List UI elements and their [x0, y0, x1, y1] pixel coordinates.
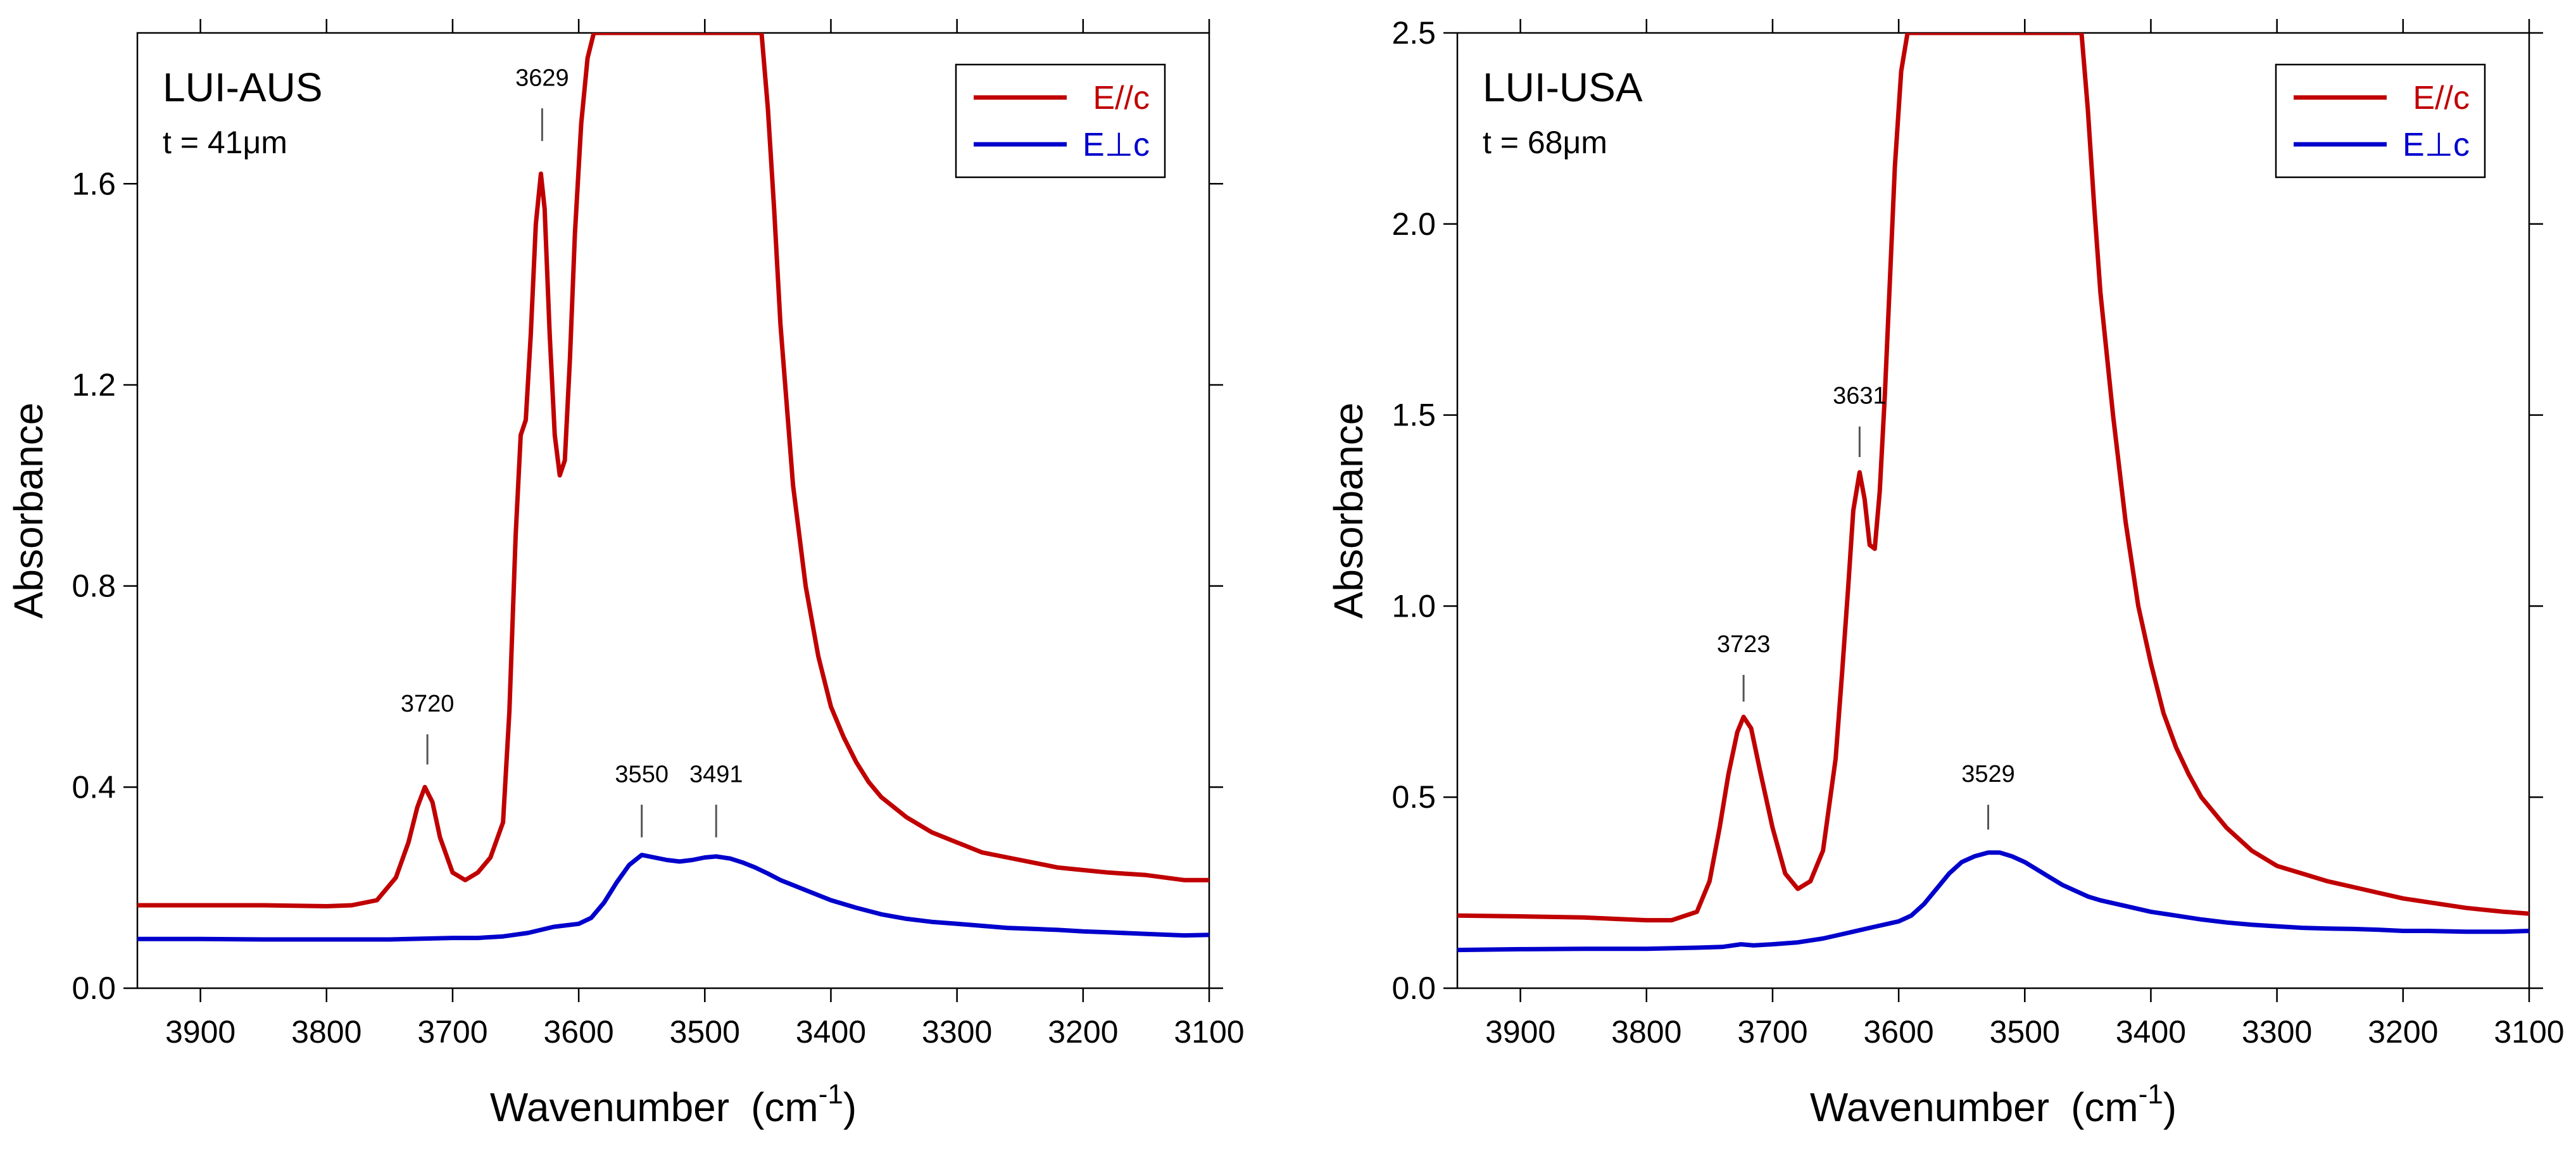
x-tick-label: 3800 [1611, 1014, 1681, 1050]
x-tick-label: 3600 [1864, 1014, 1934, 1050]
x-tick-label: 3900 [1485, 1014, 1555, 1050]
y-tick-label: 2.5 [1392, 15, 1436, 51]
series-line-parallel [1457, 33, 2529, 923]
peak-label: 3723 [1717, 631, 1771, 658]
series-line-parallel [137, 33, 1209, 908]
x-tick-label: 3100 [1174, 1014, 1244, 1050]
y-tick-label: 1.6 [72, 166, 116, 201]
y-axis-label: Absorbance [6, 403, 51, 619]
legend-box [2275, 63, 2486, 179]
x-tick-label: 3300 [922, 1014, 992, 1050]
y-tick-label: 1.0 [1392, 588, 1436, 624]
x-tick-label: 3700 [417, 1014, 487, 1050]
y-tick-label: 1.5 [1392, 398, 1436, 433]
x-tick-label: 3700 [1737, 1014, 1807, 1050]
sample-label: LUI-AUS [163, 65, 323, 110]
y-tick-label: 0.4 [72, 769, 116, 805]
peak-label: 3550 [615, 761, 669, 788]
y-axis-label: Absorbance [1326, 403, 1371, 619]
y-tick-label: 2.0 [1392, 206, 1436, 242]
thickness-label: t = 68μm [1483, 125, 1607, 160]
peak-label: 3631 [1833, 382, 1887, 409]
sample-label: LUI-USA [1483, 65, 1643, 110]
legend: E//c E⊥c [955, 63, 1166, 179]
y-tick-label: 0.5 [1392, 779, 1436, 815]
x-tick-label: 3500 [1990, 1014, 2060, 1050]
x-tick-label: 3400 [796, 1014, 866, 1050]
legend-entry: E⊥c [1083, 127, 1150, 163]
legend: E//c E⊥c [2275, 63, 2486, 179]
peak-label: 3629 [515, 65, 569, 91]
x-tick-label: 3500 [670, 1014, 740, 1050]
peak-label: 3720 [401, 691, 455, 717]
legend-entry: E⊥c [2403, 127, 2470, 163]
y-tick-label: 0.0 [72, 970, 116, 1006]
x-tick-label: 3800 [291, 1014, 361, 1050]
x-tick-label: 3300 [2242, 1014, 2312, 1050]
x-tick-label: 3600 [544, 1014, 614, 1050]
legend-box [955, 63, 1166, 179]
thickness-label: t = 41μm [163, 125, 287, 160]
peak-label: 3529 [1961, 761, 2015, 788]
legend-entry: E//c [1093, 80, 1150, 116]
chart-panel-1: 3900 3800 3700 3600 3500 3400 3300 3200 3100 0.0 0… [6, 19, 1245, 1130]
series-line-perpendicular [1457, 850, 2529, 953]
chart-panel-2: 3900 3800 3700 3600 3500 3400 3300 3200 3100 0.0 0… [1326, 15, 2565, 1130]
x-tick-label: 3200 [2368, 1014, 2438, 1050]
peak-label: 3491 [689, 761, 743, 788]
y-tick-label: 0.0 [1392, 970, 1436, 1006]
series-line-perpendicular [137, 853, 1209, 942]
x-tick-label: 3900 [165, 1014, 236, 1050]
x-tick-label: 3400 [2116, 1014, 2186, 1050]
legend-entry: E//c [2413, 80, 2470, 116]
y-tick-label: 0.8 [72, 568, 116, 604]
x-tick-label: 3200 [1048, 1014, 1118, 1050]
y-tick-label: 1.2 [72, 367, 116, 403]
x-axis-label: Wavenumber (cm-1) [1810, 1079, 2177, 1130]
x-axis-label: Wavenumber (cm-1) [490, 1079, 857, 1130]
x-tick-label: 3100 [2494, 1014, 2564, 1050]
